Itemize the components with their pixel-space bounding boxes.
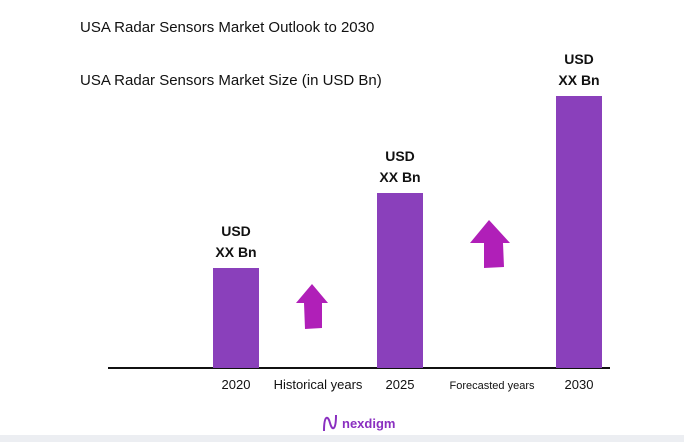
data-label: XX Bn	[215, 244, 256, 260]
nexdigm-logo-icon	[323, 414, 337, 432]
brand-name: nexdigm	[342, 415, 396, 431]
up-arrow-icon	[296, 284, 328, 329]
period-label-historical: Historical years	[274, 377, 363, 392]
x-tick-label: 2030	[565, 377, 594, 392]
up-arrow-icon	[470, 220, 510, 268]
data-label: USD	[564, 51, 594, 67]
chart-title: USA Radar Sensors Market Size (in USD Bn…	[80, 72, 382, 89]
data-label: XX Bn	[558, 72, 599, 88]
x-tick-label: 2020	[222, 377, 251, 392]
bar-2030	[556, 96, 602, 368]
period-label-forecasted: Forecasted years	[450, 380, 535, 392]
data-label: USD	[221, 223, 251, 239]
bar-2020	[213, 268, 259, 368]
bar-2025	[377, 193, 423, 368]
footer-band	[0, 435, 684, 442]
page-title: USA Radar Sensors Market Outlook to 2030	[80, 19, 375, 36]
data-label: USD	[385, 148, 415, 164]
nexdigm-logo: nexdigm	[322, 413, 395, 433]
x-tick-label: 2025	[386, 377, 415, 392]
data-label: XX Bn	[379, 169, 420, 185]
